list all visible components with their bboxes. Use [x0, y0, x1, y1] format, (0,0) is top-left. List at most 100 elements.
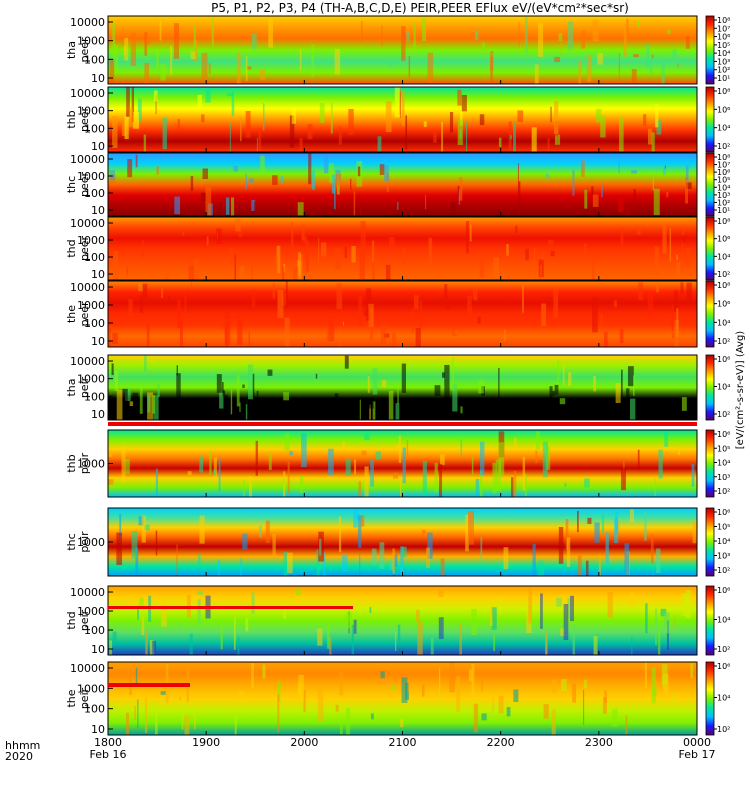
spectrogram-texture	[242, 384, 245, 388]
spectrogram-texture	[209, 452, 212, 476]
spectrogram-texture	[132, 392, 139, 420]
spectrogram-texture	[674, 615, 676, 631]
spectrogram-texture	[296, 588, 301, 596]
spectrogram-texture	[647, 128, 653, 145]
spectrogram-texture	[144, 524, 150, 531]
x-start-date: Feb 16	[90, 748, 127, 761]
y-axis-label-species: peir	[78, 609, 91, 631]
spectrogram-texture	[368, 303, 374, 328]
spectrogram-texture	[222, 382, 224, 394]
spectrogram-texture	[381, 379, 387, 388]
spectrogram-texture	[259, 525, 262, 538]
spectrogram-texture	[124, 37, 129, 61]
spectrogram-texture	[176, 365, 178, 376]
spectrogram-texture	[316, 549, 320, 576]
spectrogram-texture	[401, 546, 407, 558]
spectrogram-texture	[217, 559, 221, 576]
colorbar-tick-label: 10⁵	[717, 444, 730, 453]
spectrogram-texture	[301, 433, 307, 468]
spectrogram-texture	[208, 63, 211, 75]
spectrogram-texture	[664, 431, 669, 447]
spectrogram-texture	[135, 547, 139, 576]
colorbar	[705, 86, 715, 153]
spectrogram-texture	[184, 715, 190, 735]
spectrogram-texture	[219, 202, 222, 211]
spectrogram-texture	[234, 715, 237, 735]
spectrogram-texture	[428, 237, 433, 265]
spectrogram-texture	[691, 463, 695, 487]
spectrogram-texture	[351, 624, 355, 655]
spectrogram-texture	[202, 168, 208, 180]
spectrogram-texture	[160, 691, 166, 695]
colorbar-tick-label: 10⁴	[717, 537, 730, 546]
spectrogram-texture	[121, 445, 126, 483]
spectrogram-texture	[532, 543, 536, 576]
spectrogram-texture	[127, 159, 133, 178]
spectrogram-texture	[655, 608, 658, 646]
spectrogram-texture	[364, 433, 370, 441]
spectrogram-texture	[265, 520, 270, 543]
y-axis-label-probe: thc	[65, 533, 78, 550]
spectrogram-texture	[284, 317, 290, 347]
spectrogram-texture	[427, 52, 434, 84]
spectrogram-texture	[646, 43, 650, 68]
spectrogram-texture	[669, 228, 671, 262]
y-axis-label-probe: tha	[65, 378, 78, 396]
colorbar-tick-label: 10⁴	[717, 124, 730, 133]
spectrogram-texture	[141, 515, 146, 543]
spectrogram-texture	[584, 679, 587, 689]
spectrogram-texture	[471, 664, 475, 696]
spectrogram-texture	[375, 451, 381, 460]
spectrogram-texture	[475, 30, 479, 40]
spectrogram-texture	[427, 532, 433, 559]
spectrogram-texture	[297, 202, 304, 216]
spectrogram-texture	[193, 25, 196, 49]
spectrogram-texture	[400, 477, 402, 497]
spectrogram-texture	[251, 265, 253, 280]
spectrogram-texture	[459, 622, 462, 655]
y-axis-label-probe: thc	[65, 176, 78, 193]
colorbar-tick-label: 10¹	[717, 206, 730, 215]
spectrogram-texture	[114, 370, 119, 391]
spectrogram-texture	[388, 390, 394, 420]
spectrogram-texture	[251, 662, 254, 688]
spectrogram-texture	[380, 324, 387, 346]
spectrogram-texture	[245, 110, 251, 138]
spectrogram-texture	[577, 510, 579, 533]
spectrogram-texture	[517, 110, 524, 123]
colorbar-tick-label: 10²	[717, 198, 730, 207]
spectrogram-texture	[189, 633, 193, 655]
spectrogram-texture	[205, 187, 212, 216]
spectrogram-texture	[135, 667, 138, 685]
spectrogram-texture	[336, 283, 343, 310]
y-tick-label: 10000	[70, 217, 105, 230]
spectrogram-texture	[260, 155, 265, 172]
spectrogram-texture	[444, 364, 450, 400]
spectrogram-texture	[633, 188, 636, 211]
spectrogram-texture	[301, 224, 305, 240]
colorbar-tick-label: 10⁶	[717, 33, 730, 42]
spectrogram-texture	[239, 402, 241, 412]
spectrogram-texture	[620, 467, 627, 491]
spectrogram-texture	[216, 374, 222, 393]
spectrogram-texture	[318, 237, 320, 264]
y-tick-label: 10000	[70, 16, 105, 29]
spectrogram-texture	[372, 240, 375, 263]
spectrogram-texture	[685, 165, 689, 182]
spectrogram-texture	[272, 283, 275, 299]
spectrogram-texture	[400, 546, 404, 576]
spectrogram-texture	[225, 197, 230, 215]
spectrogram-texture	[686, 182, 692, 189]
y-tick-label: 10000	[70, 586, 105, 599]
spectrogram-texture	[493, 257, 500, 278]
spectrogram-texture	[495, 459, 502, 491]
panel-the-peer: the peer 10000 1000 100 10 10⁸ 10⁶ 10⁴ 10²	[65, 280, 730, 348]
spectrogram-texture	[300, 475, 304, 494]
spectrogram-texture	[651, 54, 654, 59]
spectrogram-texture	[315, 373, 318, 379]
spectrogram-texture	[335, 704, 339, 712]
spectrogram-texture	[334, 48, 341, 75]
spectrogram-texture	[339, 671, 344, 696]
spectrogram-texture	[566, 537, 571, 567]
spectrogram-texture	[510, 477, 514, 497]
